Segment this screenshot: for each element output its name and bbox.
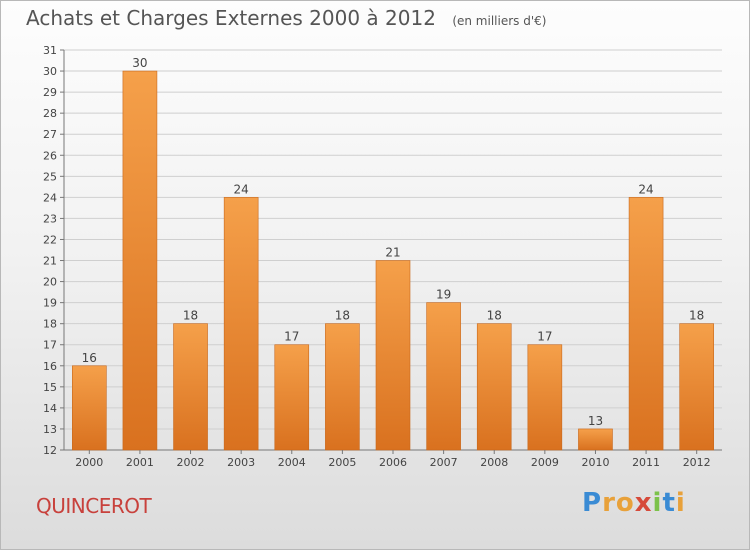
y-tick-label: 15: [43, 381, 57, 394]
bar-value-label: 19: [436, 288, 451, 302]
y-tick-label: 19: [43, 297, 57, 310]
y-tick-label: 30: [43, 65, 57, 78]
bar[interactable]: [527, 344, 563, 451]
x-tick-label: 2004: [278, 456, 306, 469]
bar-value-label: 17: [537, 330, 552, 344]
logo-letter: x: [634, 488, 653, 518]
y-tick-label: 22: [43, 233, 57, 246]
y-tick-label: 16: [43, 360, 57, 373]
logo-letter: i: [675, 488, 686, 518]
bar-value-label: 16: [82, 351, 97, 365]
x-tick-label: 2011: [632, 456, 660, 469]
x-tick-label: 2000: [75, 456, 103, 469]
chart-title-text: Achats et Charges Externes 2000 à 2012: [26, 6, 436, 30]
chart-subtitle: (en milliers d'€): [452, 14, 547, 28]
bar[interactable]: [223, 197, 259, 451]
x-tick-label: 2012: [683, 456, 711, 469]
y-tick-label: 24: [43, 191, 57, 204]
x-tick-label: 2003: [227, 456, 255, 469]
commune-name: QUINCEROT: [36, 494, 152, 518]
x-tick-label: 2001: [126, 456, 154, 469]
bar-value-label: 24: [638, 182, 653, 196]
bar[interactable]: [325, 323, 360, 451]
bar-value-label: 18: [183, 309, 198, 323]
bar[interactable]: [628, 197, 664, 451]
bar[interactable]: [578, 428, 613, 451]
x-tick-label: 2008: [480, 456, 508, 469]
x-tick-label: 2010: [581, 456, 609, 469]
bar[interactable]: [122, 70, 158, 451]
bar[interactable]: [72, 365, 107, 451]
x-tick-label: 2002: [177, 456, 205, 469]
x-tick-label: 2006: [379, 456, 407, 469]
x-tick-label: 2009: [531, 456, 559, 469]
bar-value-label: 18: [335, 309, 350, 323]
y-tick-label: 23: [43, 212, 57, 225]
bar-value-label: 24: [234, 182, 249, 196]
bar-value-label: 17: [284, 330, 299, 344]
y-tick-label: 17: [43, 339, 57, 352]
bar-value-label: 30: [132, 56, 147, 70]
y-tick-label: 14: [43, 402, 57, 415]
chart-title: Achats et Charges Externes 2000 à 2012 (…: [26, 6, 546, 30]
y-tick-label: 18: [43, 318, 57, 331]
y-tick-label: 26: [43, 149, 57, 162]
y-tick-label: 27: [43, 128, 57, 141]
bar[interactable]: [375, 260, 411, 451]
logo-letter: o: [615, 488, 635, 518]
y-tick-label: 21: [43, 255, 57, 268]
y-tick-label: 28: [43, 107, 57, 120]
x-tick-label: 2007: [430, 456, 458, 469]
bar[interactable]: [173, 323, 208, 451]
y-tick-label: 20: [43, 276, 57, 289]
x-tick-label: 2005: [328, 456, 356, 469]
bar[interactable]: [274, 344, 310, 451]
logo-letter: i: [652, 488, 663, 518]
bar[interactable]: [426, 302, 461, 451]
logo-letter: P: [582, 488, 603, 518]
y-tick-label: 12: [43, 444, 57, 457]
y-tick-label: 29: [43, 86, 57, 99]
logo-letter: t: [662, 488, 676, 518]
y-tick-label: 13: [43, 423, 57, 436]
y-tick-label: 31: [43, 44, 57, 57]
proxiti-logo[interactable]: Proxiti: [582, 488, 686, 518]
bar-value-label: 18: [487, 309, 502, 323]
bar-value-label: 18: [689, 309, 704, 323]
y-tick-label: 25: [43, 170, 57, 183]
logo-letter: r: [602, 488, 616, 518]
bar[interactable]: [679, 323, 714, 451]
bar[interactable]: [476, 323, 512, 451]
bar-value-label: 21: [385, 246, 400, 260]
bar-value-label: 13: [588, 414, 603, 428]
